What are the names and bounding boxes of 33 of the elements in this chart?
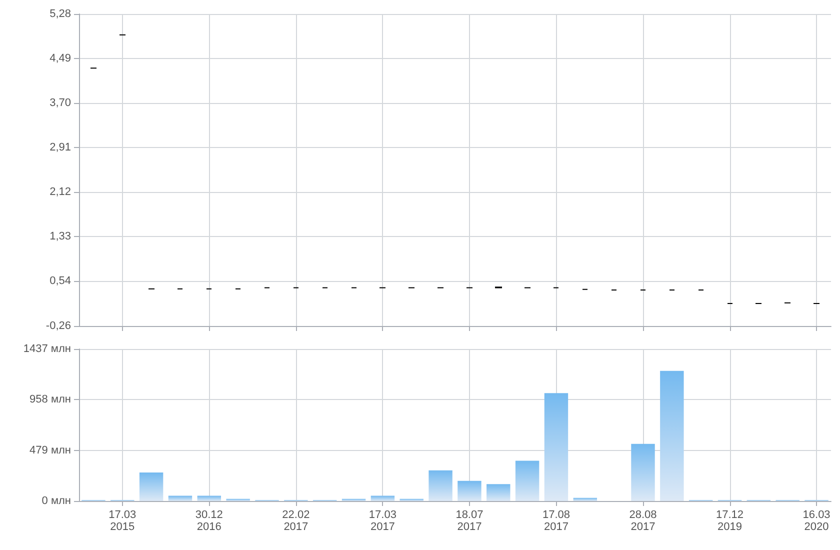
x-tick-label: 16.03 2020 xyxy=(802,509,830,533)
y-tick-label: 2,12 xyxy=(50,186,71,198)
bar xyxy=(428,470,452,501)
y-tick-label: 0 млн xyxy=(42,495,71,507)
x-tick-label: 22.02 2017 xyxy=(282,509,310,533)
bar xyxy=(573,498,598,501)
y-tick-label: 5,28 xyxy=(50,8,71,20)
x-tick-label: 30.12 2016 xyxy=(195,509,223,533)
x-tick-label: 28.08 2017 xyxy=(629,509,657,533)
y-tick-label: 2,91 xyxy=(50,141,71,154)
bar xyxy=(458,480,482,501)
y-tick-label: 1,33 xyxy=(50,230,71,242)
bar xyxy=(631,444,655,501)
x-tick-label: 17.08 2017 xyxy=(542,509,570,533)
y-tick-label: 479 млн xyxy=(30,444,71,456)
y-tick-label: 0,54 xyxy=(50,274,71,287)
bar xyxy=(515,460,540,501)
bar xyxy=(486,484,510,501)
y-tick-label: 958 млн xyxy=(30,394,71,406)
bar xyxy=(660,370,684,501)
y-tick-label: 3,70 xyxy=(50,96,71,109)
bar xyxy=(544,393,568,501)
bar xyxy=(370,496,395,501)
x-tick-label: 17.03 2015 xyxy=(108,509,136,533)
bar xyxy=(139,472,164,501)
x-tick-label: 17.03 2017 xyxy=(368,509,396,533)
bar xyxy=(168,496,192,501)
x-tick-label: 18.07 2017 xyxy=(456,509,484,533)
x-tick-label: 17.12 2019 xyxy=(716,509,744,533)
y-tick-label: -0,26 xyxy=(46,320,71,332)
y-tick-label: 1437 млн xyxy=(23,343,71,355)
y-tick-label: 4,49 xyxy=(50,52,71,64)
bar xyxy=(197,496,222,501)
